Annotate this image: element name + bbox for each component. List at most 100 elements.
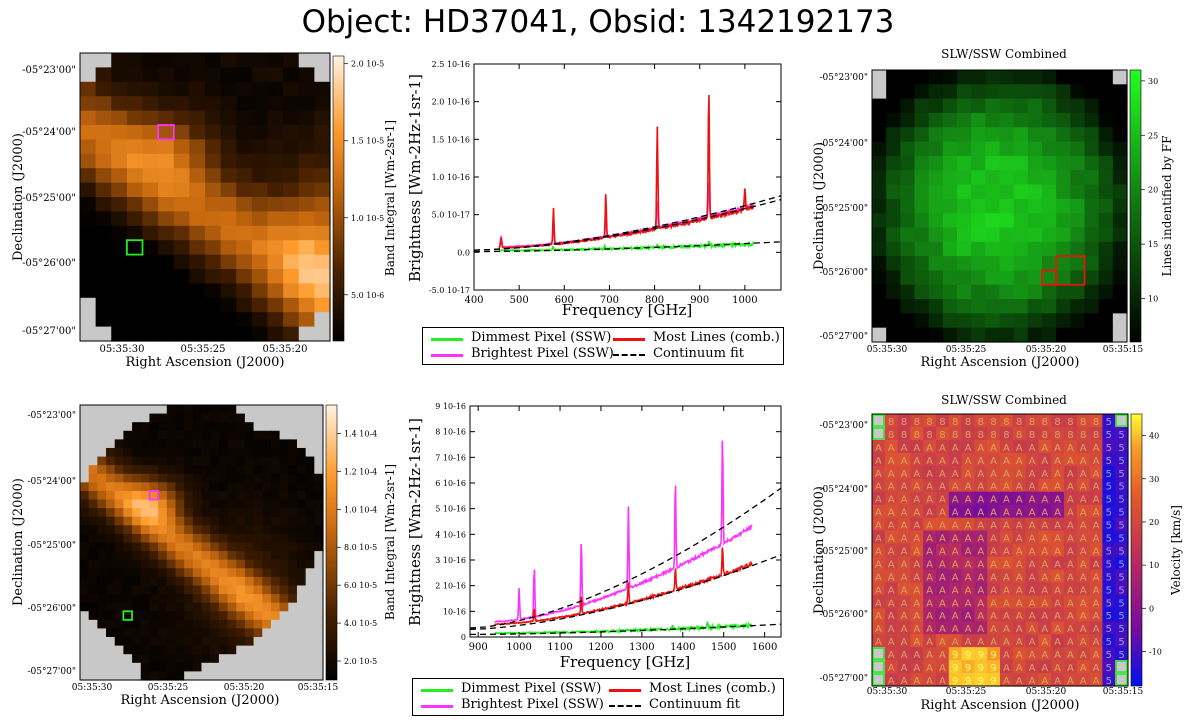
- heatmap-cell: [1027, 141, 1043, 157]
- heatmap-cell: [111, 125, 128, 140]
- heatmap-cell: [1025, 660, 1039, 674]
- heatmap-cell: [80, 125, 97, 140]
- heatmap-cell: [288, 447, 298, 458]
- cell-glyph: A: [1080, 637, 1087, 648]
- heatmap-cell: [928, 227, 944, 243]
- heatmap-cell: [175, 405, 185, 415]
- heatmap-cell: [158, 405, 168, 415]
- cell-glyph: A: [939, 611, 946, 622]
- heatmap-cell: [106, 482, 116, 492]
- heatmap-cell: [296, 525, 307, 535]
- heatmap-cell: [985, 213, 1001, 229]
- cell-glyph: A: [977, 495, 984, 506]
- heatmap-cell: [184, 611, 194, 621]
- cell-glyph: A: [1029, 572, 1036, 583]
- heatmap-cell: [872, 556, 886, 571]
- heatmap-cell: [140, 542, 151, 552]
- heatmap-cell: [974, 439, 988, 454]
- heatmap-cell: [1051, 595, 1065, 609]
- heatmap-cell: [244, 405, 255, 415]
- heatmap-cell: [126, 125, 144, 140]
- heatmap-cell: [314, 182, 331, 198]
- heatmap-cell: [928, 241, 944, 257]
- x-tick-label: 05:35:30: [867, 345, 908, 355]
- y-tick-label: 1.5 10-16: [432, 135, 470, 144]
- cell-glyph: 5: [1106, 624, 1112, 635]
- heatmap-cell: [884, 582, 899, 596]
- heatmap-cell: [928, 184, 944, 200]
- heatmap-cell: [175, 456, 185, 466]
- heatmap-cell: [140, 619, 151, 630]
- heatmap-cell: [1038, 517, 1052, 532]
- heatmap-cell: [999, 299, 1015, 314]
- heatmap-cell: [283, 297, 300, 313]
- heatmap-cell: [166, 525, 177, 535]
- cell-glyph: 5: [1106, 521, 1112, 532]
- heatmap-cell: [948, 465, 963, 480]
- heatmap-cell: [201, 559, 211, 569]
- heatmap-cell: [279, 602, 289, 612]
- heatmap-cell: [270, 482, 281, 492]
- heatmap-cell: [298, 312, 315, 328]
- heatmap-cell: [132, 654, 142, 664]
- heatmap-cell: [1000, 452, 1014, 467]
- cell-glyph: A: [977, 521, 984, 532]
- heatmap-cell: [253, 654, 263, 664]
- cell-glyph: 9: [990, 676, 996, 687]
- heatmap-cell: [957, 184, 972, 200]
- cell-glyph: A: [1041, 546, 1048, 557]
- heatmap-cell: [948, 673, 963, 687]
- heatmap-cell: [296, 602, 307, 612]
- heatmap-cell: [1025, 517, 1039, 532]
- heatmap-cell: [1102, 673, 1116, 687]
- heatmap-cell: [80, 67, 97, 83]
- heatmap-cell: [126, 225, 144, 241]
- cell-glyph: 8: [1067, 417, 1073, 428]
- cell-glyph: A: [1003, 676, 1010, 687]
- heatmap-cell: [132, 576, 142, 587]
- heatmap-cell: [288, 542, 298, 552]
- heatmap-cell: [218, 525, 229, 535]
- heatmap-cell: [886, 184, 901, 200]
- cell-glyph: A: [1029, 482, 1036, 493]
- heatmap-cell: [88, 413, 98, 423]
- heatmap-cell: [1042, 98, 1057, 114]
- heatmap-cell: [314, 499, 324, 509]
- heatmap-cell: [253, 516, 263, 526]
- heatmap-cell: [227, 465, 237, 475]
- heatmap-cell: [1025, 478, 1039, 493]
- heatmap-cell: [218, 585, 229, 595]
- heatmap-cell: [974, 621, 988, 635]
- cell-glyph: A: [875, 559, 882, 570]
- heatmap-cell: [106, 645, 116, 655]
- heatmap-cell: [1089, 595, 1103, 609]
- heatmap-cells: 8 8 8 8 8 8 8 8 8 8 8 8 8 8 8 8 8 58 8 8 8 8 8 8 8 8 8 8 8 8 8 8 8 8 5 5A A A…: [872, 414, 1129, 687]
- cell-glyph: A: [952, 495, 959, 506]
- heatmap-cell: [173, 326, 190, 342]
- colorbar-tick-label: -10: [1149, 647, 1162, 656]
- edge-pixel-marker: [872, 414, 885, 427]
- x-tick-label: 1600: [752, 642, 777, 653]
- legend-swatch: [421, 705, 453, 708]
- heatmap-cell: [314, 125, 331, 140]
- heatmap-cell: [253, 619, 263, 630]
- heatmap-cell: [218, 405, 229, 415]
- cell-glyph: A: [977, 572, 984, 583]
- heatmap-cell: [123, 619, 133, 630]
- heatmap-cell: [227, 533, 237, 544]
- heatmap-cell: [210, 456, 220, 466]
- heatmap-cell: [106, 602, 116, 612]
- heatmap-cell: [166, 611, 177, 621]
- heatmap-cell: [123, 559, 133, 569]
- heatmap-cell: [88, 525, 98, 535]
- cell-glyph: A: [965, 585, 972, 596]
- heatmap-cell: [897, 608, 911, 622]
- heatmap-cell: [1102, 426, 1116, 441]
- heatmap-cell: [88, 516, 98, 526]
- heatmap-cell: [220, 197, 237, 212]
- heatmap-cell: [942, 256, 958, 272]
- heatmap-cell: [236, 125, 253, 140]
- heatmap-cell: [184, 447, 194, 458]
- heatmap-cell: [192, 568, 203, 578]
- heatmap-cell: [914, 155, 930, 171]
